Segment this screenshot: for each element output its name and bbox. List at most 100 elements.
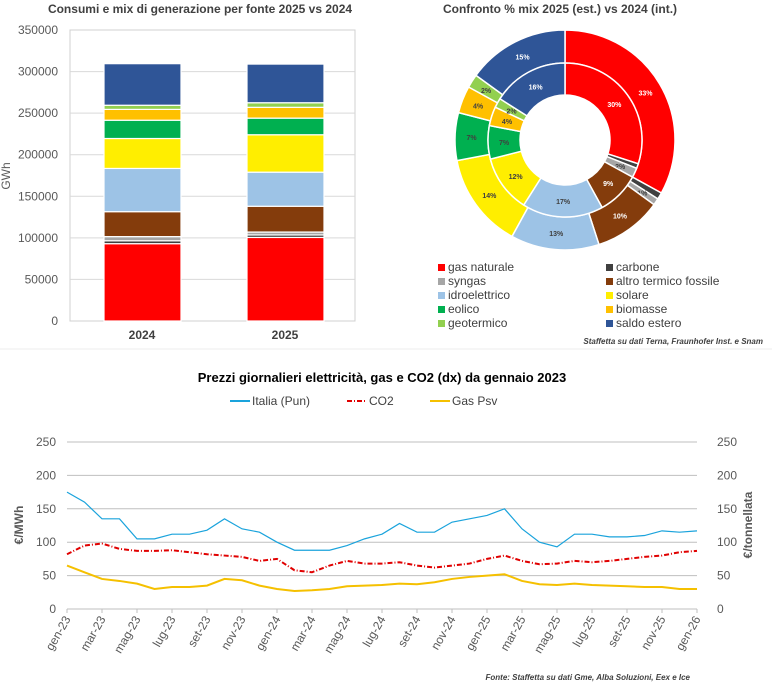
bar-y-tick: 350000 (18, 23, 58, 37)
donut-label: 4% (473, 104, 484, 111)
left-y-tick: 200 (36, 468, 56, 482)
donut-label: 7% (466, 135, 477, 142)
bar-y-tick: 250000 (18, 106, 58, 120)
bar-segment-altro-termico-fossile-2024 (103, 211, 182, 238)
bar-x-tick: 2025 (272, 328, 299, 342)
x-tick-label: gen-23 (43, 613, 74, 653)
donut-label: 14% (482, 193, 497, 200)
donut-label: 10% (613, 214, 628, 221)
right-y-tick: 200 (717, 468, 737, 482)
legend-swatch (438, 278, 445, 285)
bar-segment-geotermico-2024 (103, 104, 182, 111)
legend-label: CO2 (369, 394, 394, 408)
left-y-tick: 50 (43, 569, 57, 583)
x-tick-label: gen-25 (463, 613, 494, 653)
x-tick-label: gen-24 (253, 613, 284, 653)
donut-chart-title: Confronto % mix 2025 (est.) vs 2024 (int… (443, 2, 677, 16)
legend-swatch (606, 264, 613, 271)
legend-label: geotermico (448, 316, 508, 330)
legend-swatch (438, 320, 445, 327)
donut-label: 13% (549, 231, 564, 238)
legend-label: biomasse (616, 302, 668, 316)
donut-label: 17% (556, 199, 571, 206)
bar-x-tick: 2024 (129, 328, 156, 342)
bar-plot-area (69, 29, 356, 322)
bar-segment-idroelettrico-2025 (246, 171, 325, 207)
x-tick-label: lug-23 (150, 613, 179, 649)
x-tick-label: set-24 (395, 613, 424, 649)
x-tick-label: set-23 (185, 613, 214, 649)
series-line-gaspsv (66, 564, 697, 592)
donut-label: 30% (607, 102, 622, 109)
donut-chart: Confronto % mix 2025 (est.) vs 2024 (int… (438, 2, 763, 346)
donut-label: 7% (499, 140, 510, 147)
x-tick-label: lug-25 (570, 613, 599, 649)
donut-label: 2% (615, 164, 626, 171)
bar-y-tick: 300000 (18, 65, 58, 79)
bar-segment-gas-naturale-2024 (103, 243, 182, 322)
right-y-tick: 150 (717, 502, 737, 516)
legend-label: syngas (448, 274, 486, 288)
right-y-axis-label: €/tonnellata (741, 491, 755, 558)
bar-segment-syngas-2024 (103, 236, 182, 242)
donut-label: 2% (506, 109, 517, 116)
x-tick-label: mag-25 (531, 613, 564, 656)
bar-y-axis-label: GWh (0, 162, 13, 189)
x-tick-label: mar-23 (77, 613, 108, 653)
series-line-italiapun (66, 491, 698, 551)
legend-label: saldo estero (616, 316, 682, 330)
bar-y-tick: 100000 (18, 231, 58, 245)
donut-label: 12% (509, 174, 524, 181)
legend-label: carbone (616, 260, 660, 274)
bar-segment-solare-2024 (103, 137, 182, 170)
donut-label: 2% (481, 88, 492, 95)
bar-segment-saldo-estero-2025 (246, 63, 325, 104)
x-tick-label: set-25 (605, 613, 634, 649)
bar-y-tick: 150000 (18, 189, 58, 203)
x-tick-label: mag-24 (321, 613, 354, 656)
legend-swatch (606, 292, 613, 299)
line-chart-title: Prezzi giornalieri elettricità, gas e CO… (198, 370, 566, 385)
x-tick-label: nov-24 (428, 613, 459, 652)
line-chart: Prezzi giornalieri elettricità, gas e CO… (12, 370, 755, 682)
legend-swatch (438, 292, 445, 299)
left-y-tick: 250 (36, 435, 56, 449)
legend-label: solare (616, 288, 649, 302)
bar-y-tick: 200000 (18, 148, 58, 162)
stacked-bar-chart: Consumi e mix di generazione per fonte 2… (0, 2, 356, 342)
legend-swatch (606, 306, 613, 313)
legend-label: eolico (448, 302, 480, 316)
right-y-tick: 50 (717, 569, 731, 583)
right-y-tick: 0 (717, 602, 724, 616)
x-tick-label: nov-23 (218, 613, 249, 652)
right-y-tick: 100 (717, 535, 737, 549)
x-tick-label: nov-25 (638, 613, 669, 652)
left-y-tick: 100 (36, 535, 56, 549)
x-tick-label: gen-26 (673, 613, 704, 653)
bar-segment-idroelettrico-2024 (103, 167, 182, 213)
bar-segment-solare-2025 (246, 134, 325, 173)
x-tick-label: mar-25 (497, 613, 528, 653)
series-line-co2 (66, 542, 698, 574)
left-y-axis-label: €/MWh (12, 506, 26, 545)
donut-label: 33% (638, 90, 653, 97)
donut-slice-1-saldo-estero (498, 62, 566, 117)
bar-segment-eolico-2024 (103, 119, 182, 140)
donut-label: 1% (637, 191, 648, 198)
bar-segment-eolico-2025 (246, 117, 325, 136)
donut-label: 4% (502, 119, 513, 126)
legend-label: Gas Psv (452, 394, 497, 408)
x-tick-label: mar-24 (287, 613, 318, 653)
bar-segment-biomasse-2025 (246, 106, 325, 119)
donut-label: 9% (603, 181, 614, 188)
line-source: Fonte: Staffetta su dati Gme, Alba Soluz… (486, 673, 691, 682)
donut-label: 15% (516, 55, 531, 62)
legend-swatch (438, 264, 445, 271)
left-y-tick: 0 (49, 602, 56, 616)
legend-label: Italia (Pun) (252, 394, 310, 408)
bar-chart-title: Consumi e mix di generazione per fonte 2… (48, 2, 352, 16)
bar-segment-altro-termico-fossile-2025 (246, 205, 325, 233)
legend-swatch (606, 278, 613, 285)
